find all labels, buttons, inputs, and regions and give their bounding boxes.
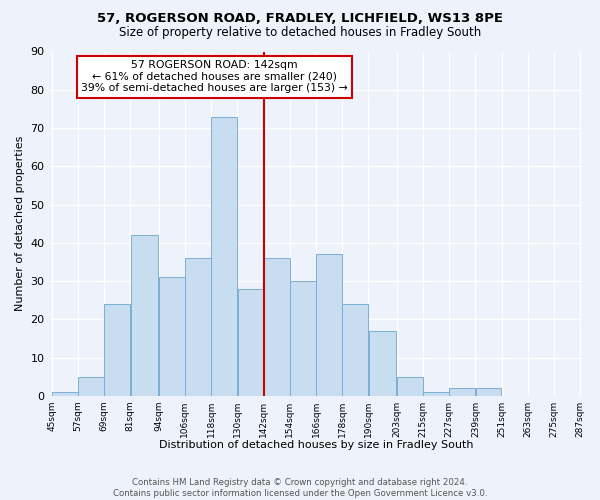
Bar [397, 377, 423, 396]
Text: 57 ROGERSON ROAD: 142sqm
← 61% of detached houses are smaller (240)
39% of semi-: 57 ROGERSON ROAD: 142sqm ← 61% of detach… [82, 60, 348, 94]
Bar [449, 388, 475, 396]
X-axis label: Distribution of detached houses by size in Fradley South: Distribution of detached houses by size … [159, 440, 473, 450]
Bar [368, 331, 397, 396]
Bar [316, 254, 342, 396]
Bar [423, 392, 449, 396]
Bar [78, 377, 104, 396]
Text: 57, ROGERSON ROAD, FRADLEY, LICHFIELD, WS13 8PE: 57, ROGERSON ROAD, FRADLEY, LICHFIELD, W… [97, 12, 503, 26]
Bar [131, 235, 158, 396]
Text: Size of property relative to detached houses in Fradley South: Size of property relative to detached ho… [119, 26, 481, 39]
Y-axis label: Number of detached properties: Number of detached properties [15, 136, 25, 312]
Bar [211, 116, 237, 396]
Bar [290, 281, 316, 396]
Bar [52, 392, 77, 396]
Bar [104, 304, 130, 396]
Bar [185, 258, 211, 396]
Bar [476, 388, 502, 396]
Bar [238, 289, 263, 396]
Text: Contains HM Land Registry data © Crown copyright and database right 2024.
Contai: Contains HM Land Registry data © Crown c… [113, 478, 487, 498]
Bar [343, 304, 368, 396]
Bar [159, 278, 185, 396]
Bar [264, 258, 290, 396]
